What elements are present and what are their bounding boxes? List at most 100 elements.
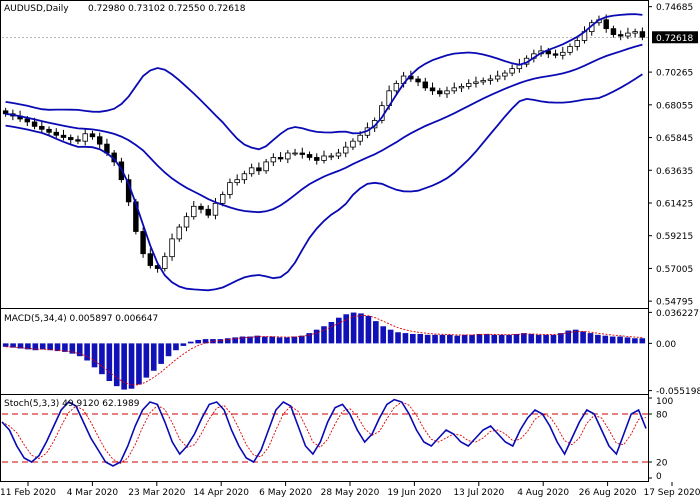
candle-body	[198, 205, 204, 210]
macd-histogram-bar	[247, 336, 253, 344]
macd-histogram-bar	[476, 333, 483, 344]
macd-histogram-bar	[461, 334, 468, 344]
candle-body	[487, 78, 494, 81]
candle-body	[241, 173, 248, 181]
candle-body	[610, 28, 617, 35]
candle-body	[277, 157, 284, 160]
macd-histogram-bar	[284, 337, 290, 344]
macd-layer	[2, 312, 646, 390]
bollinger-upper-line	[5, 13, 643, 151]
stoch-title: Stoch(5,3,3) 49.9120 62.1989	[4, 399, 140, 409]
macd-histogram-bar	[521, 333, 527, 344]
price-tick-label: 0.65845	[656, 134, 693, 144]
candle-body	[96, 136, 103, 145]
candle-body	[639, 31, 646, 38]
macd-tick-label: 0.00	[656, 340, 676, 350]
candle-body	[191, 205, 197, 218]
macd-histogram-bar	[609, 336, 616, 344]
candle-body	[422, 81, 429, 89]
macd-histogram-bar	[47, 343, 53, 351]
macd-histogram-bar	[39, 343, 46, 350]
macd-histogram-bar	[343, 314, 350, 344]
candle-body	[306, 154, 313, 158]
macd-histogram-bar	[217, 339, 224, 344]
date-tick-label: 17 Sep 2020	[643, 488, 700, 498]
candle-body	[234, 179, 240, 184]
price-tick-label: 0.54795	[656, 298, 693, 308]
macd-histogram-bar	[180, 343, 187, 346]
price-title: AUDUSD,Daily	[4, 4, 69, 14]
axis-layer: 0.74685 0.72618 0.70265 0.68055 0.65845 0.636…	[0, 3, 700, 498]
macd-histogram-bar	[580, 331, 586, 344]
candle-body	[314, 157, 320, 161]
current-price-label: 0.72618	[656, 34, 693, 44]
candle-body	[458, 85, 465, 89]
candle-body	[625, 32, 631, 37]
candle-body	[473, 81, 479, 84]
candle-body	[227, 182, 233, 195]
macd-histogram-bar	[491, 334, 498, 344]
date-tick-label: 6 May 2020	[259, 488, 312, 498]
macd-histogram-bar	[150, 343, 157, 371]
macd-histogram-bar	[395, 332, 401, 344]
macd-histogram-bar	[306, 333, 313, 344]
macd-histogram-bar	[417, 333, 424, 344]
macd-histogram-bar	[121, 343, 127, 390]
price-ohlc: 0.72980 0.73102 0.72550 0.72618	[88, 4, 246, 14]
candle-body	[321, 155, 327, 161]
macd-histogram-bar	[402, 333, 409, 344]
date-tick-label: 28 May 2020	[321, 488, 380, 498]
candle-body	[140, 231, 146, 255]
candle-body	[169, 238, 175, 258]
macd-histogram-bar	[158, 343, 164, 364]
candle-body	[256, 167, 262, 172]
macd-histogram-bar	[565, 330, 572, 344]
candle-body	[617, 34, 624, 37]
macd-signal-line	[5, 315, 643, 386]
candle-body	[451, 87, 457, 92]
stoch-tick-label: 20	[656, 459, 668, 469]
candle-body	[357, 134, 363, 142]
price-tick-label: 0.59215	[656, 232, 693, 242]
macd-histogram-bar	[25, 343, 31, 350]
macd-histogram-bar	[572, 329, 579, 344]
price-tick-label: 0.68055	[656, 101, 693, 111]
macd-histogram-bar	[232, 337, 238, 344]
bollinger-middle-line	[5, 43, 643, 214]
macd-histogram-bar	[136, 343, 142, 385]
macd-histogram-bar	[639, 338, 646, 344]
candle-body	[248, 167, 255, 175]
candle-body	[219, 194, 226, 204]
macd-histogram-bar	[350, 312, 357, 344]
candle-body	[552, 53, 559, 56]
candle-body	[328, 155, 334, 158]
candle-body	[183, 216, 190, 228]
stoch-signal-line	[1, 401, 647, 464]
macd-histogram-bar	[595, 334, 601, 344]
price-layer	[2, 13, 648, 292]
bollinger-lower-line	[5, 73, 643, 292]
macd-histogram-bar	[528, 333, 535, 344]
macd-histogram-bar	[380, 326, 387, 344]
macd-histogram-bar	[558, 333, 564, 344]
candle-body	[263, 161, 269, 172]
macd-histogram-bar	[69, 343, 76, 354]
macd-histogram-bar	[99, 343, 105, 375]
macd-histogram-bar	[298, 335, 305, 344]
candle-body	[632, 31, 638, 34]
candle-body	[89, 133, 96, 138]
candle-body	[46, 128, 52, 133]
macd-histogram-bar	[484, 333, 490, 344]
candle-body	[437, 90, 443, 95]
macd-histogram-bar	[195, 339, 201, 344]
stoch-tick-label: 0	[656, 472, 662, 482]
date-tick-label: 19 Jun 2020	[387, 488, 441, 498]
macd-histogram-bar	[113, 343, 120, 387]
macd-histogram-bar	[54, 343, 61, 352]
candle-body	[342, 146, 349, 154]
macd-histogram-bar	[535, 334, 542, 344]
macd-histogram-bar	[261, 336, 268, 344]
candle-body	[494, 75, 501, 80]
candle-body	[212, 202, 219, 216]
date-tick-label: 4 Aug 2020	[517, 488, 569, 498]
